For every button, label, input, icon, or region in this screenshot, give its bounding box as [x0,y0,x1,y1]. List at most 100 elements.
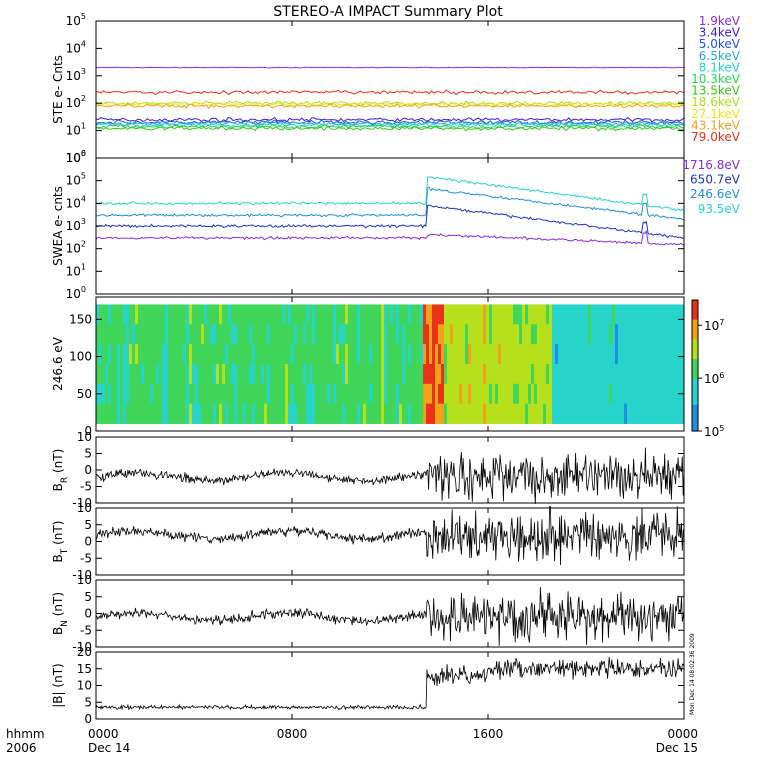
heatmap-cell [675,344,679,365]
time-tick-label: 0800 [277,727,308,741]
heatmap-cell [228,324,232,345]
colorbar-tick-exponent: 5 [719,424,724,433]
heatmap-cell [315,364,319,385]
heatmap-cell [297,304,301,325]
heatmap-cell [480,364,484,385]
heatmap-cell [336,304,340,325]
heatmap-cell [498,383,502,405]
heatmap-cell [504,403,508,424]
heatmap-cell [606,304,610,325]
heatmap-cell [486,344,490,365]
heatmap-cell [423,344,427,365]
heatmap-cell [177,383,181,405]
y-tick-label: 102 [66,240,86,256]
ste-series-line [95,102,685,109]
heatmap-cell [390,364,394,385]
heatmap-cell [507,383,511,405]
y-tick-exponent: 4 [81,39,86,48]
heatmap-cell [462,324,466,345]
heatmap-cell [576,304,580,325]
heatmap-cell [252,403,256,424]
heatmap-cell [549,383,553,405]
heatmap-cell [123,304,127,325]
heatmap-cell [564,324,568,345]
y-tick-label: 20 [77,645,92,659]
heatmap-cell [255,403,259,424]
heatmap-cell [102,304,106,325]
heatmap-cell [120,344,124,365]
heatmap-cell [399,304,403,325]
heatmap-cell [273,403,277,424]
heatmap-cell [270,383,274,405]
heatmap-cell [405,364,409,385]
heatmap-cell [165,403,169,424]
heatmap-cell [210,364,214,385]
heatmap-cell [537,403,541,424]
heatmap-cell [579,403,583,424]
heatmap-cell [411,383,415,405]
heatmap-cell [324,383,328,405]
heatmap-cell [603,304,607,325]
heatmap-cell [174,344,178,365]
heatmap-cell [561,383,565,405]
heatmap-cell [510,324,514,345]
heatmap-cell [486,304,490,325]
heatmap-cell [114,403,118,424]
heatmap-cell [117,364,121,385]
heatmap-cell [393,364,397,385]
heatmap-cell [630,324,634,345]
heatmap-cell [267,383,271,405]
heatmap-cell [249,364,253,385]
heatmap-cell [675,324,679,345]
y-axis-label: BR (nT) [51,449,70,492]
heatmap-cell [237,403,241,424]
heatmap-cell [297,403,301,424]
heatmap-cell [537,364,541,385]
heatmap-cell [441,364,445,385]
colorbar-segment [692,308,698,312]
heatmap-cell [225,364,229,385]
colorbar-segment [692,411,698,415]
heatmap-cell [492,403,496,424]
heatmap-cell [564,383,568,405]
heatmap-cell [492,324,496,345]
heatmap-cell [183,324,187,345]
heatmap-cell [258,364,262,385]
heatmap-cell [534,364,538,385]
heatmap-cell [645,383,649,405]
heatmap-cell [642,344,646,365]
heatmap-cell [453,324,457,345]
heatmap-cell [222,403,226,424]
heatmap-cell [537,324,541,345]
heatmap-cell [573,364,577,385]
heatmap-cell [531,364,535,385]
heatmap-cell [177,344,181,365]
heatmap-cell [513,304,517,325]
heatmap-cell [381,324,385,345]
heatmap-cell [309,403,313,424]
heatmap-cell [363,383,367,405]
heatmap-cell [615,344,619,365]
heatmap-cell [420,403,424,424]
heatmap-cell [591,403,595,424]
heatmap-cell [477,403,481,424]
heatmap-cell [288,403,292,424]
heatmap-cell [624,364,628,385]
swea-series-line [95,204,685,239]
heatmap-cell [318,324,322,345]
heatmap-cell [453,383,457,405]
heatmap-cell [228,383,232,405]
y-tick-label: 5 [84,590,92,604]
heatmap-cell [390,344,394,365]
heatmap-cell [621,304,625,325]
heatmap-cell [606,403,610,424]
y-axis-label: BT (nT) [51,521,70,563]
heatmap-cell [597,403,601,424]
heatmap-cell [645,403,649,424]
heatmap-cell [237,344,241,365]
heatmap-cell [450,383,454,405]
heatmap-cell [213,324,217,345]
heatmap-cell [318,364,322,385]
heatmap-cell [360,403,364,424]
